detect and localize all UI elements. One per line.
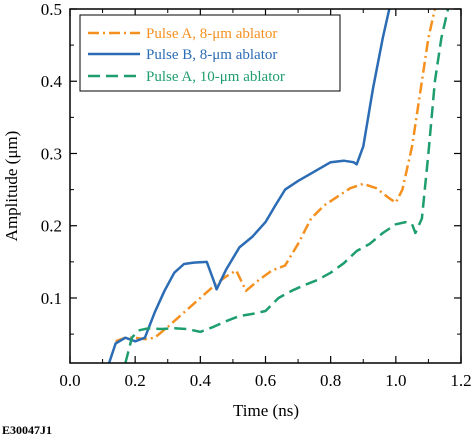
figure-id: E30047J1 [2,423,52,437]
series-line-pulse-b-8um [107,9,391,363]
x-axis-title: Time (ns) [233,401,299,420]
x-tick-label: 0.4 [190,371,212,390]
legend-label-pulse-a-10um: Pulse A, 10-μm ablator [146,69,285,85]
y-axis-title: Amplitude (μm) [2,131,21,242]
x-tick-label: 1.2 [450,371,471,390]
y-tick-label: 0.1 [41,289,62,308]
x-tick-label: 0.2 [125,371,146,390]
series-layer [107,9,450,363]
legend-label-pulse-b-8um: Pulse B, 8-μm ablator [146,47,277,63]
legend-label-pulse-a-8um: Pulse A, 8-μm ablator [146,26,277,42]
x-tick-label: 0.6 [255,371,276,390]
series-line-pulse-a-8um [115,9,437,343]
legend: Pulse A, 8-μm ablator Pulse B, 8-μm abla… [79,14,341,92]
y-tick-label: 0.4 [41,72,63,91]
x-tick-label: 0.0 [59,371,80,390]
x-tick-label: 0.8 [320,371,341,390]
series-line-pulse-a-10um [124,9,450,363]
x-axis: 0.0 0.2 0.4 0.6 0.8 1.0 1.2 [59,9,472,390]
y-tick-label: 0.3 [41,144,62,163]
y-tick-label: 0.5 [41,0,62,19]
y-axis: 0.1 0.2 0.3 0.4 0.5 [41,0,461,335]
x-tick-label: 1.0 [385,371,406,390]
y-tick-label: 0.2 [41,217,62,236]
